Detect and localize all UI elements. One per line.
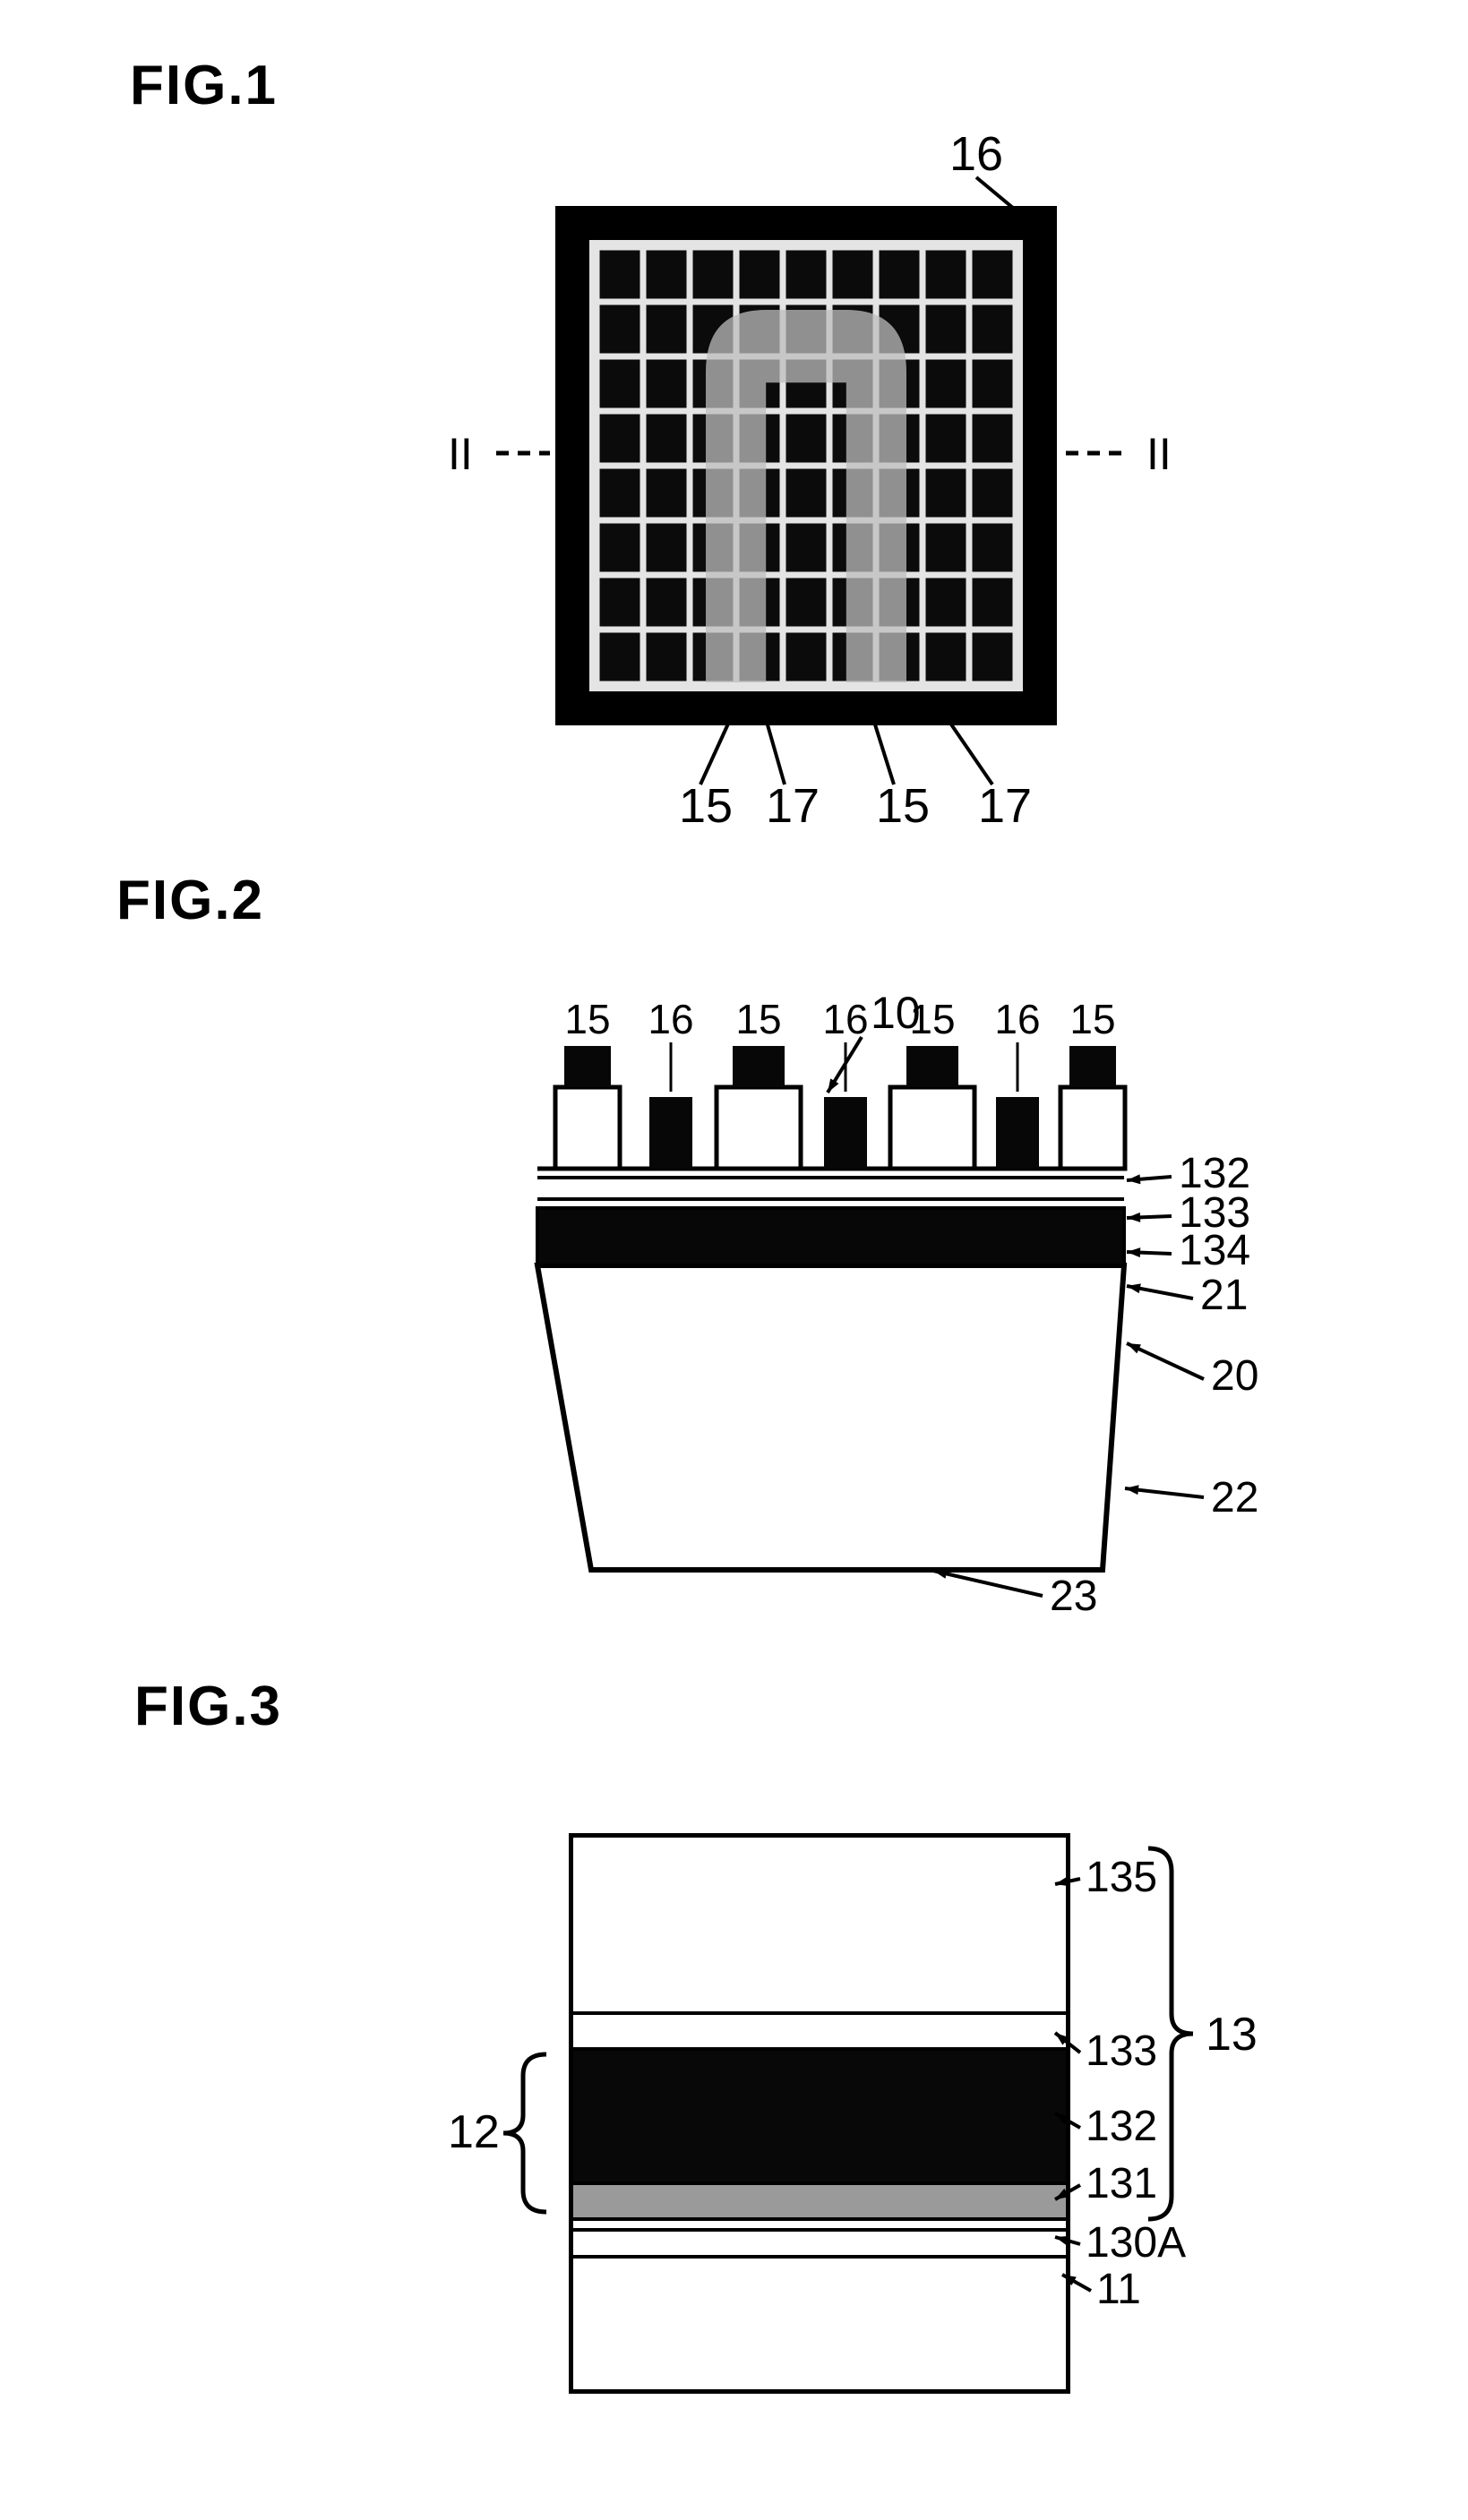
svg-text:21: 21 — [1200, 1272, 1248, 1319]
svg-text:15: 15 — [735, 996, 781, 1042]
svg-text:13: 13 — [1206, 2009, 1258, 2061]
svg-text:20: 20 — [1211, 1352, 1258, 1400]
svg-text:134: 134 — [1179, 1227, 1250, 1274]
svg-text:17: 17 — [766, 779, 820, 833]
svg-text:135: 135 — [1086, 1854, 1157, 1901]
svg-text:132: 132 — [1086, 2103, 1157, 2150]
svg-text:130A: 130A — [1086, 2219, 1186, 2267]
svg-text:16: 16 — [949, 127, 1003, 181]
svg-text:133: 133 — [1086, 2027, 1157, 2075]
svg-text:15: 15 — [564, 996, 610, 1042]
svg-text:17: 17 — [978, 779, 1032, 833]
diagram-canvas: IIII161517151715161516151615101321331342… — [0, 0, 1468, 2520]
page: FIG.1 FIG.2 FIG.3 IIII161517151715161516… — [0, 0, 1468, 2520]
svg-text:15: 15 — [1069, 996, 1115, 1042]
svg-text:15: 15 — [679, 779, 733, 833]
svg-text:16: 16 — [822, 996, 868, 1042]
svg-text:12: 12 — [448, 2106, 500, 2158]
svg-text:II: II — [448, 429, 473, 479]
svg-text:11: 11 — [1096, 2266, 1141, 2313]
svg-text:22: 22 — [1211, 1474, 1258, 1521]
svg-text:131: 131 — [1086, 2160, 1157, 2207]
svg-text:II: II — [1146, 429, 1172, 479]
svg-text:10: 10 — [871, 988, 921, 1038]
svg-text:15: 15 — [876, 779, 930, 833]
svg-text:16: 16 — [994, 996, 1040, 1042]
svg-text:23: 23 — [1050, 1573, 1097, 1620]
svg-text:16: 16 — [648, 996, 693, 1042]
